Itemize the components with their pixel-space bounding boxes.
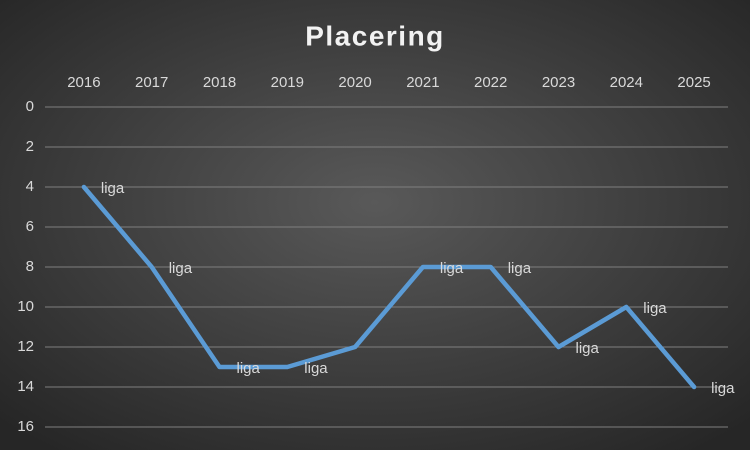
data-label: liga bbox=[440, 260, 464, 277]
y-tick-label: 6 bbox=[26, 218, 34, 235]
data-label: liga bbox=[101, 180, 125, 197]
x-tick-label: 2023 bbox=[542, 74, 575, 91]
data-label: liga bbox=[304, 360, 328, 377]
x-tick-label: 2021 bbox=[406, 74, 439, 91]
y-tick-label: 12 bbox=[17, 338, 34, 355]
y-tick-label: 4 bbox=[26, 178, 34, 195]
data-label: liga bbox=[711, 380, 735, 397]
y-tick-label: 2 bbox=[26, 138, 34, 155]
y-tick-label: 10 bbox=[17, 298, 34, 315]
x-tick-label: 2019 bbox=[271, 74, 304, 91]
x-tick-label: 2016 bbox=[67, 74, 100, 91]
x-tick-label: 2017 bbox=[135, 74, 168, 91]
x-tick-label: 2020 bbox=[338, 74, 371, 91]
x-tick-label: 2022 bbox=[474, 74, 507, 91]
x-tick-label: 2025 bbox=[677, 74, 710, 91]
data-label: liga bbox=[169, 260, 193, 277]
data-label: liga bbox=[508, 260, 532, 277]
data-label: liga bbox=[237, 360, 261, 377]
x-tick-label: 2024 bbox=[610, 74, 643, 91]
x-tick-label: 2018 bbox=[203, 74, 236, 91]
data-line bbox=[81, 184, 697, 390]
data-label: liga bbox=[643, 300, 667, 317]
chart-title: Placering bbox=[305, 20, 445, 51]
y-tick-label: 0 bbox=[26, 98, 34, 115]
y-tick-label: 8 bbox=[26, 258, 34, 275]
y-tick-label: 16 bbox=[17, 418, 34, 435]
y-tick-label: 14 bbox=[17, 378, 34, 395]
data-label: liga bbox=[576, 340, 600, 357]
